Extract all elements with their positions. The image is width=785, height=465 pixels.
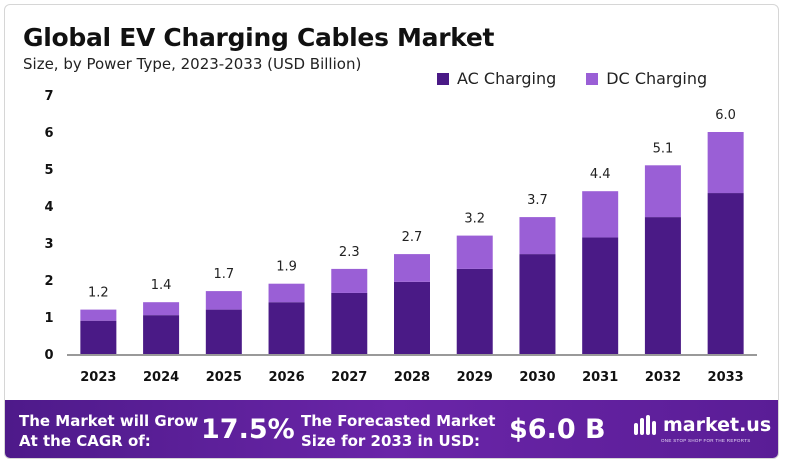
bar-chart: 0 1 2 3 4 5 6 7 1.2 2023 1.4 2024 1.7 2025 1.9 2026 2.3 2… [44,89,757,385]
bar-dc-charging [456,235,493,269]
legend-item-ac: AC Charging [437,69,556,88]
bar-total-label: 6.0 [715,108,736,123]
bar-total-label: 1.2 [88,286,109,301]
bar-total-label: 1.7 [213,267,234,282]
bar-ac-charging [456,268,493,354]
bar-ac-charging [394,281,430,354]
bar-dc-charging [143,302,180,316]
y-tick-label: 7 [44,89,53,104]
y-tick-label: 1 [44,311,53,326]
x-tick-label: 2032 [645,370,681,385]
bar-ac-charging [644,217,681,354]
legend-item-dc: DC Charging [586,69,707,88]
market-us-logo-icon [634,415,656,435]
x-tick-label: 2029 [457,370,493,385]
y-tick-label: 0 [44,348,53,363]
forecast-label-line-1: The Forecasted Market [301,412,496,430]
legend-swatch-ac [437,72,449,85]
bar-dc-charging [268,283,305,303]
chart-frame: Global EV Charging Cables Market Size, b… [4,4,779,459]
bar-dc-charging [205,291,242,310]
logo-tagline: ONE STOP SHOP FOR THE REPORTS [661,438,751,443]
y-tick-label: 3 [44,237,53,252]
y-tick-label: 4 [44,200,53,215]
y-tick-label: 6 [44,126,53,141]
bar-total-label: 5.1 [653,141,674,156]
bar-total-label: 1.4 [151,278,172,293]
x-tick-label: 2028 [394,370,430,385]
forecast-label-line-2: Size for 2033 in USD: [301,432,480,450]
chart-title: Global EV Charging Cables Market [23,23,495,52]
bar-total-label: 3.2 [464,212,485,227]
legend-label-ac: AC Charging [457,69,557,88]
cagr-value: 17.5% [201,414,295,445]
bar-ac-charging [143,315,180,354]
cagr-label: The Market will Grow At the CAGR of: [19,411,198,451]
summary-banner: The Market will Grow At the CAGR of: 17.… [5,400,778,458]
market-us-logo: market.us ONE STOP SHOP FOR THE REPORTS [633,414,772,443]
bar-dc-charging [394,254,430,282]
x-tick-label: 2024 [143,370,179,385]
forecast-label: The Forecasted Market Size for 2033 in U… [301,411,495,451]
bar-dc-charging [331,268,368,293]
legend-swatch-dc [586,72,599,85]
forecast-value: $6.0 B [509,414,606,445]
bar-dc-charging [582,191,619,238]
x-tick-label: 2026 [268,370,304,385]
bar-total-label: 2.7 [402,230,423,245]
x-tick-label: 2027 [331,370,367,385]
x-tick-label: 2031 [582,370,618,385]
x-tick-label: 2030 [519,370,555,385]
x-tick-label: 2023 [80,370,116,385]
bar-ac-charging [331,292,368,354]
chart-subtitle: Size, by Power Type, 2023-2033 (USD Bill… [23,55,362,73]
bar-ac-charging [519,254,556,354]
x-tick-label: 2033 [708,370,744,385]
bar-ac-charging [80,320,117,354]
logo-text: market.us [663,414,772,436]
bar-ac-charging [582,237,619,354]
bar-total-label: 3.7 [527,193,548,208]
bar-total-label: 4.4 [590,167,611,182]
bar-dc-charging [644,165,681,218]
y-tick-label: 5 [44,163,53,178]
cagr-label-line-2: At the CAGR of: [19,432,151,450]
bar-ac-charging [205,309,242,354]
legend-label-dc: DC Charging [606,69,708,88]
y-tick-label: 2 [44,274,53,289]
bar-dc-charging [707,132,744,194]
bar-dc-charging [80,309,117,321]
x-tick-label: 2025 [206,370,242,385]
bar-total-label: 2.3 [339,245,360,260]
bar-total-label: 1.9 [276,260,297,275]
cagr-label-line-1: The Market will Grow [19,412,199,430]
bar-ac-charging [268,302,305,354]
bar-dc-charging [519,217,556,255]
bar-ac-charging [707,193,744,354]
legend: AC Charging DC Charging [437,69,707,88]
